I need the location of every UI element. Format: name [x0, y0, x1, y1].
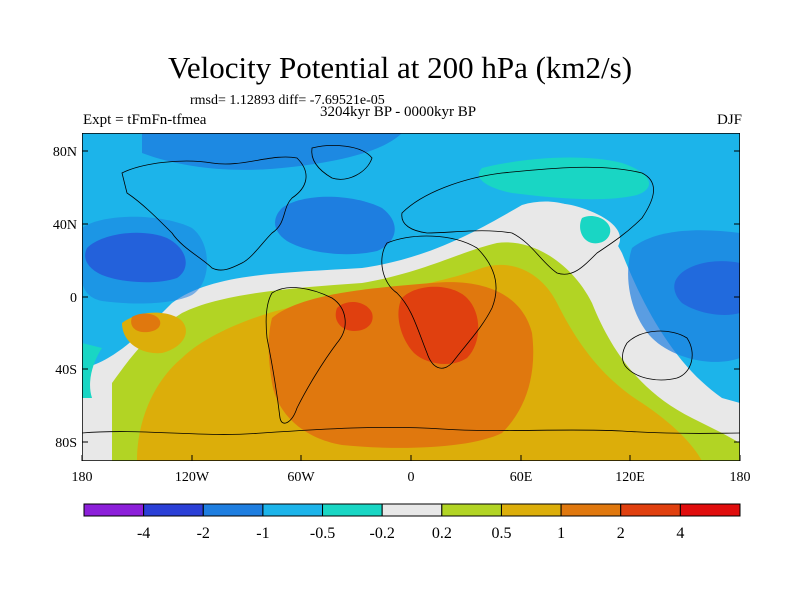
- coastlines: [82, 145, 740, 435]
- x-label-120e: 120E: [615, 470, 645, 485]
- experiment-label: Expt = tFmFn-tfmea: [83, 112, 207, 128]
- contour-teal-west-pacific: [580, 216, 611, 244]
- coastline-australia: [622, 330, 693, 381]
- y-label-80n: 80N: [53, 145, 77, 160]
- coastline-south-america: [265, 287, 346, 424]
- x-label-180-west: 180: [72, 470, 93, 485]
- velocity-potential-map: [82, 133, 740, 461]
- y-label-40s: 40S: [55, 363, 77, 378]
- contour-mid-blue-atlantic: [275, 196, 395, 255]
- plot-title: Velocity Potential at 200 hPa (km2/s): [167, 50, 633, 85]
- y-label-0: 0: [70, 291, 77, 306]
- x-label-0: 0: [408, 470, 415, 485]
- contour-teal-south-pacific: [82, 343, 102, 398]
- y-label-40n: 40N: [53, 218, 77, 233]
- contour-mid-blue-pacific-east: [628, 230, 740, 362]
- x-label-60e: 60E: [510, 470, 533, 485]
- x-label-60w: 60W: [287, 470, 315, 485]
- stats-text: rmsd= 1.12893 diff= -7.69521e-05: [190, 93, 385, 108]
- coastline-antarctica: [82, 426, 740, 435]
- y-label-80s: 80S: [55, 436, 77, 451]
- coastline-eurasia: [401, 166, 654, 275]
- coastline-africa: [381, 235, 497, 369]
- x-label-120w: 120W: [175, 470, 210, 485]
- contour-mid-blue-north: [142, 133, 402, 170]
- contour-red-africa: [398, 286, 479, 365]
- contour-orange-west: [131, 313, 161, 333]
- contour-mid-blue-pacific-west: [82, 216, 207, 304]
- coastline-north-america: [121, 156, 307, 271]
- x-label-180-east: 180: [730, 470, 751, 485]
- coastline-greenland: [311, 145, 373, 180]
- season-label: DJF: [716, 112, 742, 128]
- period-label: 3204kyr BP - 0000kyr BP: [320, 104, 477, 120]
